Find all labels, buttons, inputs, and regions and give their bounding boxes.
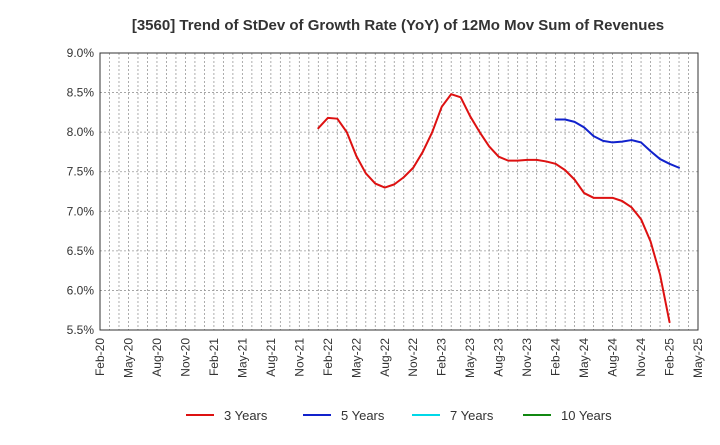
x-tick-label: Nov-24 — [634, 338, 648, 377]
x-axis: Feb-20 May-20 Aug-20 Nov-20 Feb-21 May-21 Aug-… — [93, 338, 705, 378]
series-line-3-years — [317, 93, 671, 324]
x-tick-label: Nov-23 — [520, 338, 534, 377]
x-tick-label: Feb-22 — [321, 338, 335, 376]
x-tick-label: Aug-23 — [492, 338, 506, 377]
x-tick-label: May-20 — [121, 338, 135, 378]
x-tick-label: May-24 — [577, 338, 591, 378]
x-tick-label: Feb-21 — [207, 338, 221, 376]
x-tick-label: Nov-22 — [406, 338, 420, 377]
series-layer — [317, 93, 681, 324]
x-tick-label: Feb-25 — [663, 338, 677, 376]
y-axis: 5.5% 6.0% 6.5% 7.0% 7.5% 8.0% 8.5% 9.0% — [67, 46, 95, 337]
x-tick-label: Feb-20 — [93, 338, 107, 376]
series-line-5-years — [554, 118, 681, 169]
legend-label: 7 Years — [450, 408, 494, 423]
chart-title: [3560] Trend of StDev of Growth Rate (Yo… — [132, 17, 664, 34]
x-tick-label: Nov-21 — [292, 338, 306, 377]
legend-label: 5 Years — [341, 408, 385, 423]
x-tick-label: May-25 — [691, 338, 705, 378]
y-tick-label: 7.0% — [67, 204, 95, 218]
legend: 3 Years 5 Years 7 Years 10 Years — [186, 408, 612, 423]
x-tick-label: Aug-21 — [264, 338, 278, 377]
x-tick-label: Aug-20 — [150, 338, 164, 377]
x-tick-label: May-22 — [349, 338, 363, 378]
y-tick-label: 9.0% — [67, 46, 95, 60]
x-tick-label: May-23 — [463, 338, 477, 378]
x-tick-label: Nov-20 — [178, 338, 192, 377]
x-tick-label: Feb-24 — [549, 338, 563, 376]
x-tick-label: Aug-22 — [378, 338, 392, 377]
y-tick-label: 6.0% — [67, 283, 95, 297]
y-tick-label: 8.0% — [67, 125, 95, 139]
legend-label: 3 Years — [224, 408, 268, 423]
y-tick-label: 7.5% — [67, 165, 95, 179]
x-tick-label: Aug-24 — [606, 338, 620, 377]
legend-label: 10 Years — [561, 408, 612, 423]
x-tick-label: Feb-23 — [435, 338, 449, 376]
x-tick-label: May-21 — [235, 338, 249, 378]
grid — [100, 53, 698, 330]
plot-area — [99, 52, 699, 331]
y-tick-label: 8.5% — [67, 86, 95, 100]
y-tick-label: 5.5% — [67, 323, 95, 337]
y-tick-label: 6.5% — [67, 244, 95, 258]
